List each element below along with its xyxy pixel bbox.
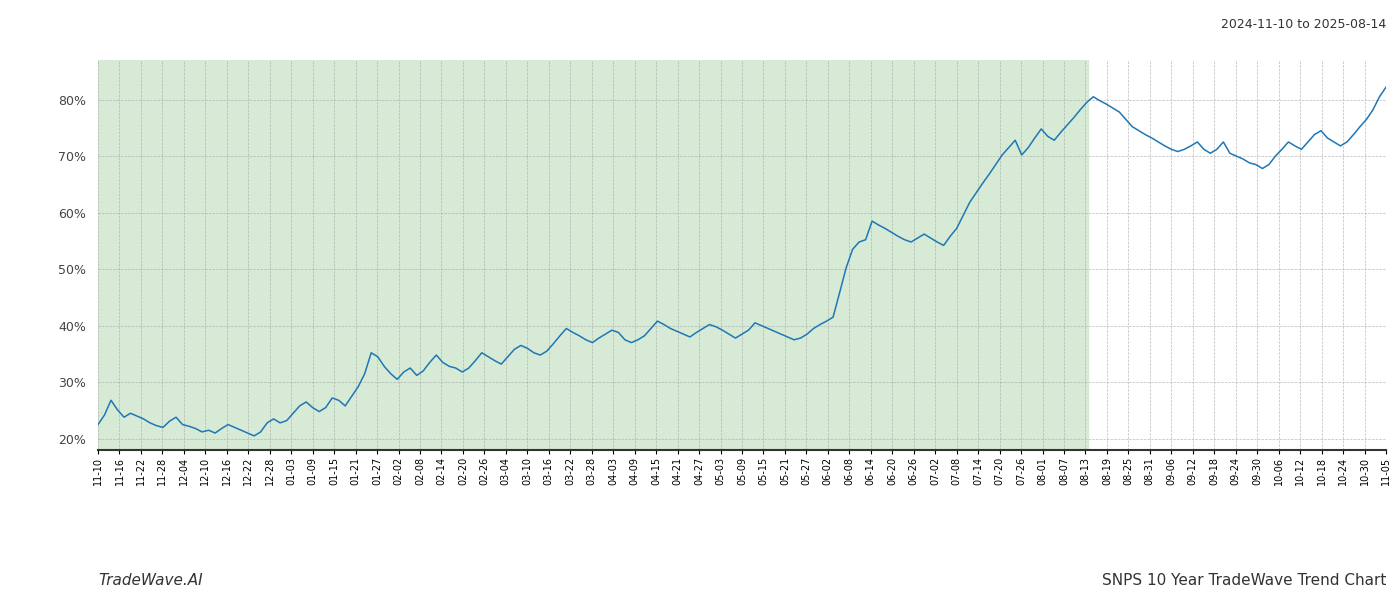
Text: TradeWave.AI: TradeWave.AI	[98, 573, 203, 588]
Text: 2024-11-10 to 2025-08-14: 2024-11-10 to 2025-08-14	[1221, 18, 1386, 31]
Bar	[98, 60, 1088, 450]
Text: SNPS 10 Year TradeWave Trend Chart: SNPS 10 Year TradeWave Trend Chart	[1102, 573, 1386, 588]
